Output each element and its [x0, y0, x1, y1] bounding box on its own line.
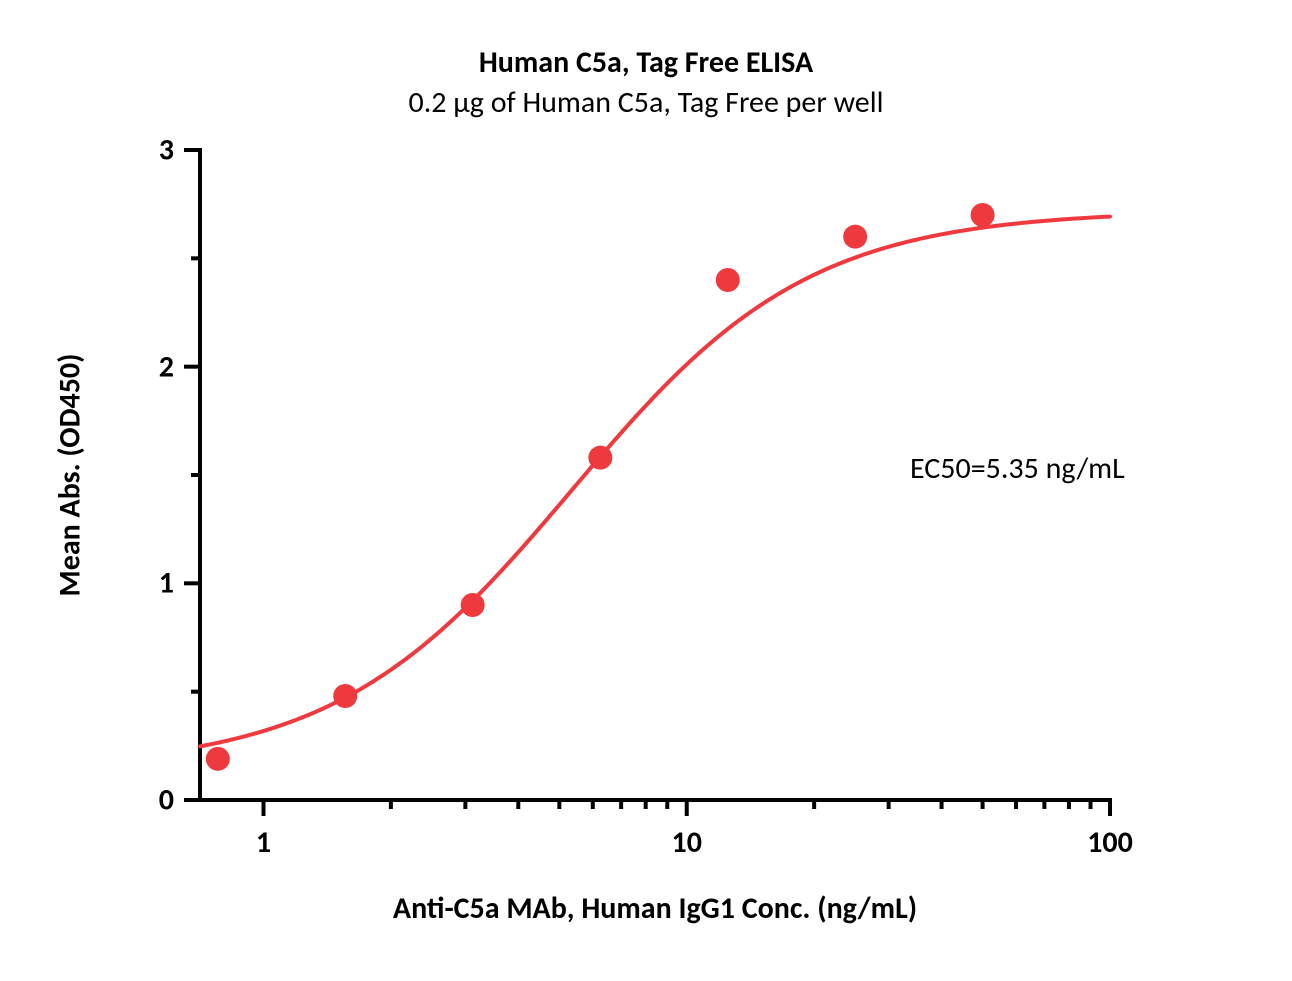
x-tick-label: 100	[1087, 824, 1133, 861]
y-tick-label: 1	[159, 565, 174, 602]
y-tick-label: 2	[159, 348, 174, 385]
elisa-chart: Human C5a, Tag Free ELISA 0.2 μg of Huma…	[0, 0, 1292, 981]
y-tick-label: 0	[159, 782, 174, 819]
x-tick-label: 10	[672, 824, 702, 861]
y-tick-label: 3	[159, 132, 174, 169]
x-tick-label: 1	[256, 824, 271, 861]
